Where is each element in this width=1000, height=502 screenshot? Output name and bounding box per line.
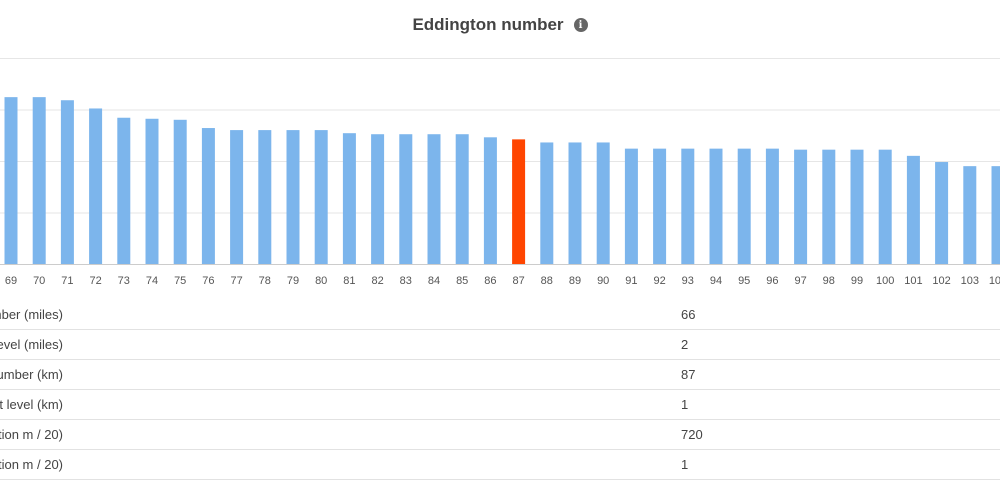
- x-tick-label: 94: [710, 275, 722, 287]
- bar-71[interactable]: [60, 100, 74, 264]
- x-tick-label: 77: [230, 275, 242, 287]
- bar-81[interactable]: [342, 133, 356, 264]
- x-tick-label: 85: [456, 275, 468, 287]
- bar-77[interactable]: [230, 130, 244, 264]
- x-tick-label: 101: [904, 275, 922, 287]
- x-tick-label: 78: [259, 275, 271, 287]
- table-row: Eddington number (miles) 66: [0, 300, 1000, 330]
- bar-80[interactable]: [314, 130, 328, 264]
- table-row: Riding to next level (miles) 2: [0, 329, 1000, 360]
- bar-73[interactable]: [117, 117, 131, 265]
- stat-label: Riding to next level (miles): [0, 337, 63, 352]
- bar-101[interactable]: [906, 155, 920, 264]
- bar-74[interactable]: [145, 118, 159, 265]
- info-icon[interactable]: i: [573, 18, 588, 32]
- stat-value: 87: [681, 359, 1000, 390]
- stat-label: Riding to next level (km): [0, 397, 63, 412]
- eddington-stats-table: Eddington number (miles) 66 Riding to ne…: [0, 300, 1000, 480]
- x-tick-label: 89: [569, 275, 581, 287]
- stat-value: 1: [681, 449, 1000, 480]
- bar-94[interactable]: [709, 148, 723, 264]
- x-tick-label: 79: [287, 275, 299, 287]
- bar-89[interactable]: [568, 142, 582, 264]
- x-tick-label: 81: [343, 275, 355, 287]
- table-row: Eddington number (Elevation m / 20) 720: [0, 419, 1000, 450]
- x-tick-label: 93: [682, 275, 694, 287]
- bar-84[interactable]: [427, 134, 441, 264]
- x-tick-label: 70: [33, 275, 45, 287]
- x-tick-label: 86: [484, 275, 496, 287]
- bar-76[interactable]: [201, 128, 215, 264]
- bar-70[interactable]: [32, 97, 46, 264]
- x-tick-label: 97: [794, 275, 806, 287]
- bar-96[interactable]: [765, 148, 779, 264]
- bar-82[interactable]: [371, 134, 385, 264]
- x-tick-label: 84: [428, 275, 440, 287]
- bar-102[interactable]: [935, 162, 949, 264]
- bar-87[interactable]: [512, 139, 526, 264]
- x-tick-label: 98: [823, 275, 835, 287]
- bar-86[interactable]: [483, 137, 497, 264]
- stat-label: Riding to next level (Elevation m / 20): [0, 457, 63, 472]
- x-tick-label: 72: [89, 275, 101, 287]
- x-tick-label: 96: [766, 275, 778, 287]
- bar-98[interactable]: [822, 149, 836, 264]
- bar-75[interactable]: [173, 119, 187, 264]
- x-tick-label: 95: [738, 275, 750, 287]
- bar-92[interactable]: [653, 148, 667, 264]
- x-tick-label: 80: [315, 275, 327, 287]
- x-tick-label: 88: [541, 275, 553, 287]
- bar-93[interactable]: [681, 148, 695, 264]
- x-tick-label: 104: [989, 275, 1000, 287]
- stat-value: 2: [681, 329, 1000, 360]
- bar-88[interactable]: [540, 142, 554, 264]
- stat-label: Eddington number (km): [0, 367, 63, 382]
- bar-85[interactable]: [455, 134, 469, 264]
- x-tick-label: 87: [512, 275, 524, 287]
- x-tick-label: 75: [174, 275, 186, 287]
- x-tick-label: 92: [653, 275, 665, 287]
- x-tick-label: 73: [118, 275, 130, 287]
- bar-90[interactable]: [596, 142, 610, 264]
- x-tick-label: 76: [202, 275, 214, 287]
- bar-100[interactable]: [878, 149, 892, 264]
- chart-title-bar: Eddington number i: [0, 12, 1000, 38]
- x-tick-label: 71: [61, 275, 73, 287]
- bar-69[interactable]: [4, 97, 18, 264]
- stat-value: 1: [681, 389, 1000, 420]
- stat-value: 66: [681, 300, 1000, 330]
- table-row: Eddington number (km) 87: [0, 359, 1000, 390]
- bar-99[interactable]: [850, 149, 864, 264]
- x-tick-label: 74: [146, 275, 158, 287]
- bar-72[interactable]: [89, 108, 103, 264]
- bar-91[interactable]: [624, 148, 638, 264]
- x-tick-label: 100: [876, 275, 894, 287]
- chart-title: Eddington number: [412, 15, 564, 34]
- x-tick-label: 102: [932, 275, 950, 287]
- bar-78[interactable]: [258, 130, 272, 264]
- x-tick-label: 90: [597, 275, 609, 287]
- bar-79[interactable]: [286, 130, 300, 264]
- stat-value: 720: [681, 419, 1000, 450]
- stat-label: Eddington number (miles): [0, 307, 63, 322]
- bar-83[interactable]: [399, 134, 413, 264]
- x-tick-label: 99: [851, 275, 863, 287]
- stat-label: Eddington number (Elevation m / 20): [0, 427, 63, 442]
- x-tick-label: 91: [625, 275, 637, 287]
- bar-97[interactable]: [794, 149, 808, 264]
- table-row: Riding to next level (Elevation m / 20) …: [0, 449, 1000, 480]
- eddington-bar-chart: 69 70 71 72 73 74 75 76 77 78 79 80 81 82 83 84 85 86 87 88…: [0, 58, 1000, 287]
- x-tick-label: 103: [961, 275, 979, 287]
- x-tick-label: 69: [5, 275, 17, 287]
- bar-95[interactable]: [737, 148, 751, 264]
- table-row: Riding to next level (km) 1: [0, 389, 1000, 420]
- x-tick-label: 83: [400, 275, 412, 287]
- bar-104[interactable]: [991, 166, 1000, 264]
- bar-103[interactable]: [963, 166, 977, 264]
- x-tick-label: 82: [371, 275, 383, 287]
